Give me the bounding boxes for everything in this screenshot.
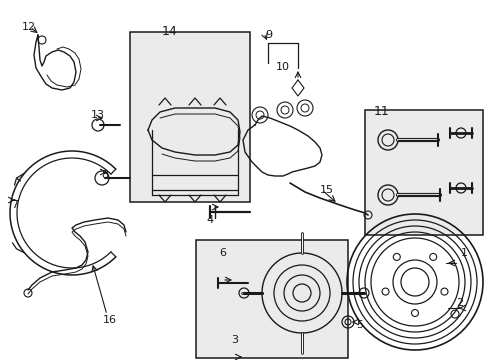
Text: 5: 5: [355, 320, 362, 330]
Text: 8: 8: [101, 170, 108, 180]
Text: 13: 13: [91, 110, 105, 120]
Text: 16: 16: [103, 315, 117, 325]
Bar: [196, 240, 347, 358]
Text: 3: 3: [230, 335, 238, 345]
Text: 7: 7: [11, 200, 18, 210]
Text: 1: 1: [460, 248, 467, 258]
Text: 9: 9: [264, 30, 271, 40]
Text: 11: 11: [373, 105, 389, 118]
Text: 12: 12: [22, 22, 36, 32]
Bar: [364, 110, 482, 235]
Text: 10: 10: [275, 62, 289, 72]
Text: 15: 15: [319, 185, 333, 195]
Text: 14: 14: [162, 25, 177, 38]
Text: 6: 6: [219, 248, 225, 258]
Text: 2: 2: [455, 298, 462, 308]
Bar: [130, 32, 249, 202]
Text: 4: 4: [205, 215, 213, 225]
